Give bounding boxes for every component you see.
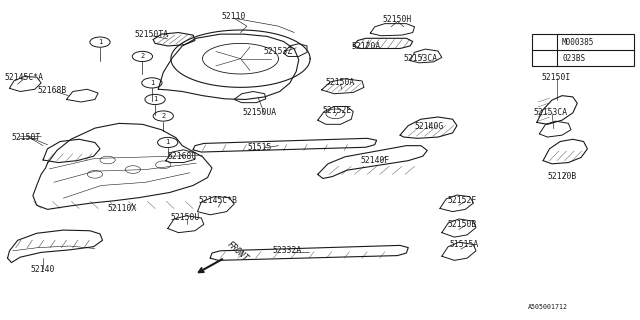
Text: 2: 2 <box>161 113 165 119</box>
Text: 52140F: 52140F <box>361 156 390 164</box>
Text: 52153Z: 52153Z <box>264 47 293 56</box>
Text: 52145C*A: 52145C*A <box>4 73 44 82</box>
Text: 1: 1 <box>150 80 154 86</box>
Text: 52110X: 52110X <box>108 204 137 213</box>
Text: 1: 1 <box>166 140 170 146</box>
Text: 52152E: 52152E <box>323 106 352 115</box>
Text: 52145C*B: 52145C*B <box>199 196 238 205</box>
Text: 52152F: 52152F <box>447 196 477 205</box>
Text: 51515A: 51515A <box>449 240 479 249</box>
Text: FRONT: FRONT <box>225 240 250 263</box>
Text: 52332A: 52332A <box>272 246 301 255</box>
Text: 52150U: 52150U <box>171 213 200 222</box>
Text: 52150A: 52150A <box>326 78 355 87</box>
Text: 52150B: 52150B <box>447 220 477 229</box>
FancyBboxPatch shape <box>532 34 634 66</box>
Text: 52140G: 52140G <box>415 122 444 131</box>
Text: 52150I: 52150I <box>541 73 570 82</box>
Text: 52153CA: 52153CA <box>404 53 438 62</box>
Text: 52150H: 52150H <box>383 15 412 24</box>
Text: 52140: 52140 <box>31 265 55 275</box>
Text: 52110: 52110 <box>222 12 246 21</box>
Text: 51515: 51515 <box>247 143 272 152</box>
Text: 52120B: 52120B <box>547 172 577 181</box>
Text: 1: 1 <box>153 96 157 102</box>
Text: 023BS: 023BS <box>562 53 585 62</box>
Text: 52168C: 52168C <box>168 152 197 161</box>
Text: M000385: M000385 <box>562 38 595 47</box>
Text: 52120A: 52120A <box>351 42 380 52</box>
Text: 2: 2 <box>542 55 547 61</box>
Text: A505001712: A505001712 <box>527 304 568 310</box>
Text: 52150TA: 52150TA <box>135 30 169 39</box>
Text: 52168B: 52168B <box>37 86 67 95</box>
Text: 2: 2 <box>140 53 145 60</box>
Text: 52153CA: 52153CA <box>534 108 568 117</box>
Text: 1: 1 <box>542 39 547 45</box>
Text: 52150T: 52150T <box>12 132 41 141</box>
Text: 1: 1 <box>98 39 102 45</box>
Text: 52150UA: 52150UA <box>243 108 276 117</box>
